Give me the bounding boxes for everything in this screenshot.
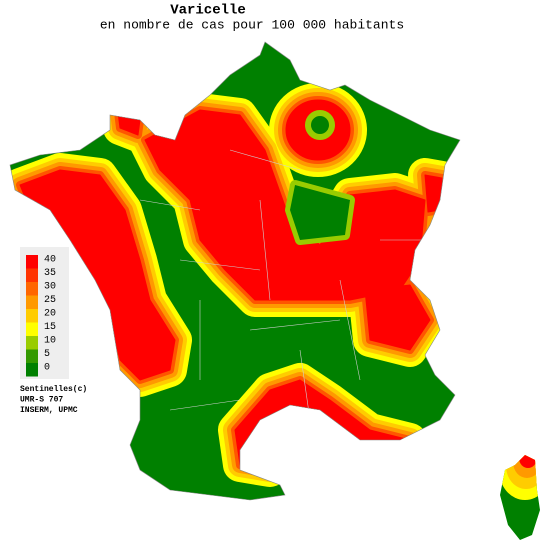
legend-label: 10 — [44, 336, 56, 347]
legend-swatch — [26, 336, 38, 350]
legend-label: 0 — [44, 363, 50, 374]
legend-label: 15 — [44, 322, 56, 333]
credit-line: Sentinelles(c) — [20, 385, 87, 394]
credit-line: INSERM, UPMC — [20, 406, 78, 415]
corsica-map — [500, 455, 540, 540]
legend-label: 5 — [44, 349, 50, 360]
france-map — [10, 42, 460, 500]
france-outline — [9, 41, 461, 501]
legend-swatch — [26, 282, 38, 296]
legend-label: 30 — [44, 282, 56, 293]
legend-swatch — [26, 363, 38, 377]
legend-swatch — [26, 322, 38, 336]
legend-swatch — [26, 255, 38, 269]
legend-label: 20 — [44, 309, 56, 320]
legend-swatch — [26, 268, 38, 282]
map-subtitle: en nombre de cas pour 100 000 habitants — [100, 17, 404, 32]
legend-label: 35 — [44, 268, 56, 279]
legend: 40 35 30 25 20 15 10 5 0 — [26, 255, 56, 377]
legend-swatch — [26, 295, 38, 309]
legend-label: 40 — [44, 255, 56, 266]
legend-swatch — [26, 349, 38, 363]
credit-line: UMR-S 707 — [20, 396, 63, 405]
map-title: Varicelle — [170, 3, 246, 19]
legend-label: 25 — [44, 295, 56, 306]
legend-swatch — [26, 309, 38, 323]
